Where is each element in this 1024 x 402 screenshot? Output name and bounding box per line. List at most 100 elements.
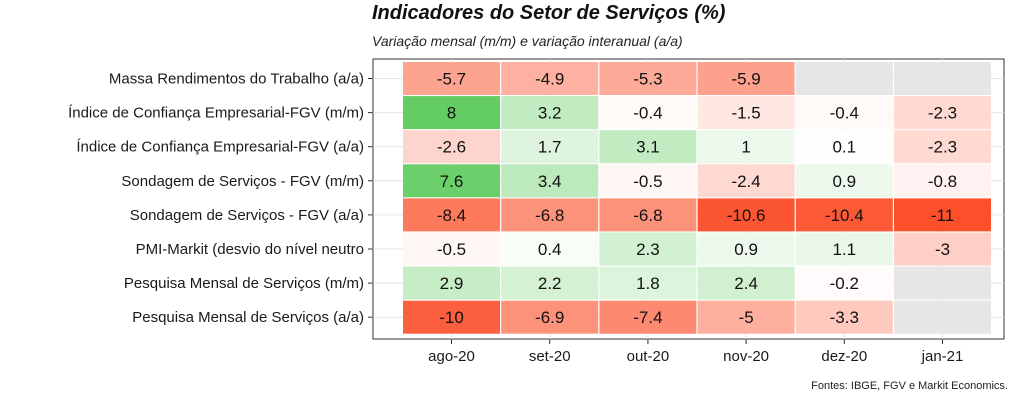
heatmap-cell [403,164,500,198]
cell-value-label: -10 [439,308,464,327]
heatmap-cell [501,62,599,95]
x-tick-label: jan-21 [921,348,964,365]
cell-value-label: -6.9 [535,308,564,327]
y-tick-label: PMI-Markit (desvio do nível neutro [136,241,364,258]
heatmap-cell [501,232,599,266]
heatmap-cell [403,300,500,334]
cell-value-label: -0.5 [633,172,662,191]
cell-value-label: -5.7 [437,70,466,89]
heatmap-cell [894,62,991,95]
heatmap-cell [501,96,599,130]
cell-value-label: -0.4 [830,104,859,123]
heatmap-cell [403,232,500,266]
cell-value-label: -0.8 [928,172,957,191]
heatmap-cell [894,300,991,334]
heatmap-cell [501,130,599,164]
cell-layer [403,62,991,334]
cell-value-label: -5 [739,308,754,327]
y-tick-label: Índice de Confiança Empresarial-FGV (m/m… [68,105,364,122]
x-tick-label: set-20 [529,348,571,365]
y-tick-label: Sondagem de Serviços - FGV (m/m) [121,173,364,190]
chart-title: Indicadores do Setor de Serviços (%) [372,2,726,24]
cell-value-label: -6.8 [535,206,564,225]
cell-value-label: 2.4 [734,274,758,293]
cell-value-label: -2.6 [437,138,466,157]
cell-value-label: -8.4 [437,206,466,225]
cell-value-label: 0.9 [734,240,758,259]
axis-layer: Massa Rendimentos do Trabalho (a/a) Índic… [68,71,963,366]
cell-value-label: 0.1 [832,138,856,157]
cell-value-label: 2.3 [636,240,660,259]
cell-value-label: 7.6 [440,172,464,191]
cell-value-label: 3.4 [538,172,562,191]
cell-value-label: 8 [447,104,456,123]
heatmap-cell [599,164,697,198]
cell-value-label: -11 [931,206,954,225]
cell-value-label: -5.3 [633,70,662,89]
source-note: Fontes: IBGE, FGV e Markit Economics. [811,380,1008,392]
cell-value-label: 1.1 [832,240,856,259]
y-tick-label: Massa Rendimentos do Trabalho (a/a) [109,71,364,88]
heatmap-cell [599,130,697,164]
cell-value-label: 1 [741,138,750,157]
heatmap-cell [501,300,599,334]
cell-value-label: 2.2 [538,274,562,293]
cell-value-label: -0.5 [437,240,466,259]
heatmap-cell [697,62,795,95]
heatmap-cell [894,232,991,266]
cell-value-label: 2.9 [440,274,464,293]
heatmap-cell [894,198,991,232]
heatmap-cell [795,62,893,95]
heatmap-cell [795,96,893,130]
x-tick-label: out-20 [627,348,670,365]
cell-value-label: -5.9 [731,70,760,89]
heatmap-cell [697,130,795,164]
cell-value-label: 3.2 [538,104,562,123]
heatmap-cell [599,266,697,300]
cell-label-layer: -5.7 -4.9 -5.3 -5.9 8 3.2 -0.4 -1.5 -0.4 -2.3 -2.6… [437,70,957,328]
cell-value-label: -2.4 [731,172,760,191]
heatmap-cell [894,266,991,300]
cell-value-label: -2.3 [928,104,957,123]
chart-subtitle: Variação mensal (m/m) e variação interan… [372,33,683,49]
cell-value-label: -10.4 [825,206,864,225]
heatmap-cell [501,164,599,198]
heatmap-cell [403,130,500,164]
cell-value-label: -3 [935,240,950,259]
heatmap-cell [894,164,991,198]
cell-value-label: 1.7 [538,138,562,157]
heatmap-cell [599,300,697,334]
heatmap-cell [501,198,599,232]
heatmap-cell [599,198,697,232]
heatmap-cell [697,266,795,300]
x-tick-label: dez-20 [821,348,867,365]
cell-value-label: 1.8 [636,274,660,293]
cell-value-label: -6.8 [633,206,662,225]
heatmap-cell [403,266,500,300]
cell-value-label: -4.9 [535,70,564,89]
heatmap-cell [697,96,795,130]
y-tick-label: Pesquisa Mensal de Serviços (m/m) [124,275,364,292]
heatmap-cell [795,232,893,266]
cell-value-label: -3.3 [830,308,859,327]
heatmap-cell [599,96,697,130]
heatmap-cell [599,62,697,95]
heatmap-cell [403,62,500,95]
heatmap-cell [795,164,893,198]
cell-value-label: -7.4 [633,308,662,327]
y-tick-label: Índice de Confiança Empresarial-FGV (a/a… [76,139,364,156]
cell-value-label: 0.9 [832,172,856,191]
cell-value-label: 0.4 [538,240,562,259]
y-tick-label: Sondagem de Serviços - FGV (a/a) [130,207,364,224]
heatmap-cell [795,130,893,164]
heatmap-cell [403,198,500,232]
cell-value-label: -1.5 [731,104,760,123]
heatmap-cell [403,96,500,130]
heatmap-cell [501,266,599,300]
heatmap-cell [795,300,893,334]
heatmap-cell [894,130,991,164]
heatmap-cell [795,198,893,232]
heatmap-cell [599,232,697,266]
heatmap-cell [894,96,991,130]
y-tick-label: Pesquisa Mensal de Serviços (a/a) [132,309,364,326]
